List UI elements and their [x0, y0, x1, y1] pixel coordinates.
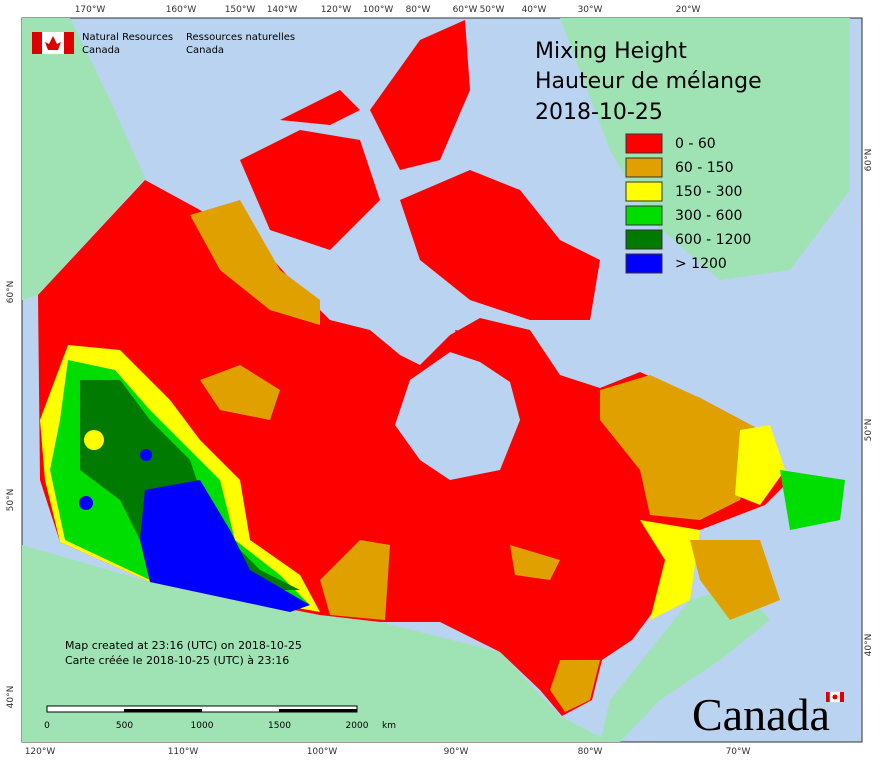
graticule-label: 150°W — [225, 5, 256, 15]
graticule-label: 70°W — [726, 747, 751, 757]
graticule-label: 60°N — [864, 149, 874, 172]
org-name: Canada — [82, 45, 120, 56]
graticule-label: 50°N — [864, 419, 874, 442]
graticule-label: 100°W — [363, 5, 394, 15]
org-name: Ressources naturelles — [186, 32, 295, 43]
title: Hauteur de mélange — [535, 69, 762, 94]
wordmark-flag — [826, 691, 844, 703]
graticule-label: 170°W — [75, 5, 106, 15]
graticule-label: 160°W — [166, 5, 197, 15]
graticule-label: 110°W — [168, 747, 199, 757]
footer-note: Map created at 23:16 (UTC) on 2018-10-25 — [65, 639, 302, 652]
mixing-height-zones — [40, 200, 845, 712]
legend-swatch — [625, 229, 663, 250]
graticule-label: 50°W — [480, 5, 505, 15]
graticule-label: 60°N — [6, 281, 16, 304]
legend-label: 60 - 150 — [675, 160, 734, 176]
graticule-label: 40°N — [6, 686, 16, 709]
legend-label: 150 - 300 — [675, 184, 742, 200]
footer-note: Carte créée le 2018-10-25 (UTC) à 23:16 — [65, 654, 289, 667]
legend-swatch — [625, 157, 663, 178]
graticule-label: 100°W — [307, 747, 338, 757]
graticule-label: 80°W — [578, 747, 603, 757]
graticule-label: 90°W — [444, 747, 469, 757]
hudson-bay — [395, 352, 520, 480]
graticule-label: 30°W — [578, 5, 603, 15]
graticule-label: 60°W — [453, 5, 478, 15]
wordmark: Canada — [692, 689, 830, 740]
graticule-label: 20°W — [676, 5, 701, 15]
legend-label: 0 - 60 — [675, 136, 716, 152]
scale-bar — [279, 709, 357, 712]
legend-swatch — [625, 181, 663, 202]
graticule-label: 80°W — [406, 5, 431, 15]
scale-label: 2000 — [346, 721, 369, 731]
org-name: Canada — [186, 45, 224, 56]
scale-label: 500 — [116, 721, 133, 731]
title: Mixing Height — [535, 39, 687, 64]
graticule-label: 120°W — [321, 5, 352, 15]
scale-bar — [124, 709, 202, 712]
flag-logo — [32, 32, 74, 54]
graticule-label: 40°N — [864, 634, 874, 657]
legend-label: 600 - 1200 — [675, 232, 751, 248]
legend-label: 300 - 600 — [675, 208, 742, 224]
legend-swatch — [625, 133, 663, 154]
graticule-label: 40°W — [522, 5, 547, 15]
legend-swatch — [625, 205, 663, 226]
scale-label: 1500 — [268, 721, 291, 731]
foreign-land — [22, 18, 850, 742]
title: 2018-10-25 — [535, 100, 663, 125]
graticule-label: 50°N — [6, 489, 16, 512]
graticule-label: 120°W — [25, 747, 56, 757]
scale-label: 1000 — [191, 721, 214, 731]
legend-label: > 1200 — [675, 256, 727, 272]
graticule-label: 140°W — [267, 5, 298, 15]
org-name: Natural Resources — [82, 32, 173, 43]
scale-label: 0 — [44, 721, 50, 731]
scale-unit: km — [382, 721, 396, 731]
legend-swatch — [625, 253, 663, 274]
